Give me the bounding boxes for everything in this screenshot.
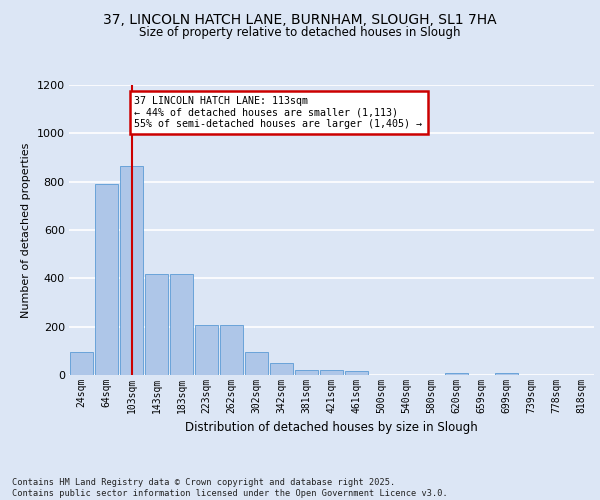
Bar: [295, 370, 318, 375]
Bar: [270, 363, 293, 375]
Bar: [220, 325, 243, 375]
Bar: [445, 372, 468, 375]
Bar: [245, 352, 268, 375]
Bar: [70, 352, 93, 375]
Text: Size of property relative to detached houses in Slough: Size of property relative to detached ho…: [139, 26, 461, 39]
Bar: [95, 184, 118, 375]
Text: 37, LINCOLN HATCH LANE, BURNHAM, SLOUGH, SL1 7HA: 37, LINCOLN HATCH LANE, BURNHAM, SLOUGH,…: [103, 12, 497, 26]
Bar: [145, 274, 168, 375]
Bar: [345, 372, 368, 375]
Bar: [170, 274, 193, 375]
Y-axis label: Number of detached properties: Number of detached properties: [21, 142, 31, 318]
Bar: [495, 372, 518, 375]
Bar: [120, 166, 143, 375]
Text: 37 LINCOLN HATCH LANE: 113sqm
← 44% of detached houses are smaller (1,113)
55% o: 37 LINCOLN HATCH LANE: 113sqm ← 44% of d…: [134, 96, 422, 129]
Text: Contains HM Land Registry data © Crown copyright and database right 2025.
Contai: Contains HM Land Registry data © Crown c…: [12, 478, 448, 498]
X-axis label: Distribution of detached houses by size in Slough: Distribution of detached houses by size …: [185, 422, 478, 434]
Bar: [195, 325, 218, 375]
Bar: [320, 370, 343, 375]
